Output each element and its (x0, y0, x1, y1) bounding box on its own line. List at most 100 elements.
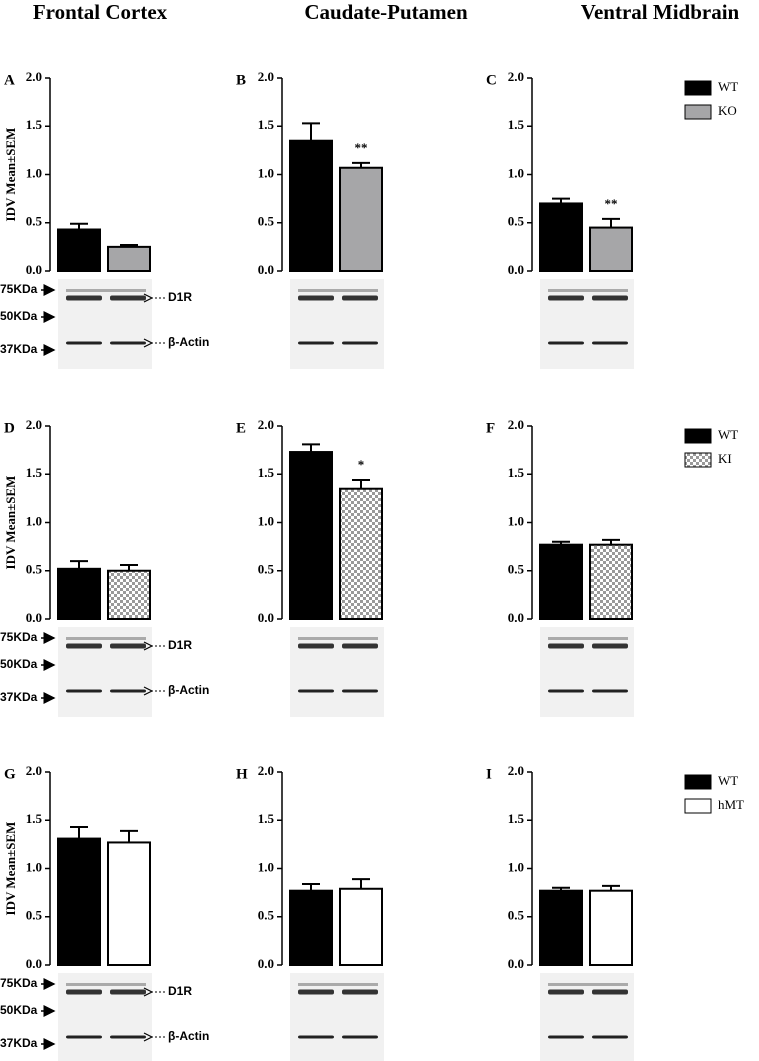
blot-band (298, 643, 334, 649)
blot-band (66, 983, 146, 986)
band-label: β-Actin (168, 335, 209, 349)
blot-marker: 75KDa (0, 282, 38, 296)
legend-swatch (684, 104, 712, 120)
y-tick-label: 0.5 (508, 908, 525, 923)
band-label: β-Actin (168, 1029, 209, 1043)
blot-marker: 75KDa (0, 976, 38, 990)
blot-band (110, 989, 146, 995)
significance: * (358, 457, 365, 472)
y-tick-label: 0.0 (508, 262, 524, 277)
blot-band (66, 1035, 102, 1039)
y-tick-label: 0.0 (26, 262, 42, 277)
blot-band (298, 341, 334, 345)
y-tick-label: 1.5 (258, 465, 275, 480)
bar (339, 166, 383, 272)
y-tick-label: 0.5 (26, 214, 43, 229)
blot-marker: 37KDa (0, 1036, 38, 1050)
y-tick-label: 0.5 (26, 562, 43, 577)
legend-swatch (684, 80, 712, 96)
blot-marker: 50KDa (0, 1003, 38, 1017)
bar (539, 889, 583, 967)
bar (539, 543, 583, 621)
blot-image (540, 279, 634, 369)
band-label: D1R (168, 638, 192, 652)
blot-band (110, 341, 146, 345)
blot-band (342, 989, 378, 995)
y-tick-label: 1.0 (258, 513, 274, 528)
blot-band (342, 643, 378, 649)
legend-swatch (684, 774, 712, 790)
y-tick-label: 0.0 (258, 956, 274, 971)
bar (57, 837, 101, 967)
blot-band (592, 989, 628, 995)
blot-image (290, 973, 384, 1061)
y-tick-label: 2.0 (26, 763, 42, 778)
y-tick-label: 2.0 (26, 417, 42, 432)
blot-band (66, 637, 146, 640)
panel-label: A (4, 72, 15, 88)
y-tick-label: 1.5 (508, 117, 525, 132)
bar (289, 451, 333, 620)
y-axis-label: IDV Mean±SEM (3, 476, 18, 570)
blot-band (298, 689, 334, 693)
blot-band (298, 289, 378, 292)
blot-band (548, 341, 584, 345)
y-tick-label: 0.0 (26, 610, 42, 625)
bar (57, 567, 101, 621)
y-axis-label: IDV Mean±SEM (3, 822, 18, 916)
y-tick-label: 1.5 (258, 117, 275, 132)
band-label: β-Actin (168, 683, 209, 697)
panel-label: E (236, 420, 246, 436)
blot-band (548, 289, 628, 292)
blot-band (66, 289, 146, 292)
y-tick-label: 0.5 (258, 908, 275, 923)
legend-label: hMT (718, 797, 744, 812)
column-title: Frontal Cortex (33, 0, 168, 24)
y-tick-label: 0.5 (508, 562, 525, 577)
y-tick-label: 1.0 (26, 513, 42, 528)
legend-swatch (684, 798, 712, 814)
blot-band (592, 341, 628, 345)
blot-band (66, 989, 102, 995)
bar (107, 245, 151, 272)
blot-image (290, 627, 384, 717)
blot-marker: 37KDa (0, 690, 38, 704)
column-title: Ventral Midbrain (581, 0, 740, 24)
blot-band (548, 637, 628, 640)
blot-band (548, 689, 584, 693)
panel-label: H (236, 766, 248, 782)
y-tick-label: 0.5 (26, 908, 43, 923)
blot-band (548, 989, 584, 995)
blot-band (592, 689, 628, 693)
y-tick-label: 1.5 (26, 811, 43, 826)
y-tick-label: 1.0 (258, 165, 274, 180)
y-tick-label: 1.0 (258, 859, 274, 874)
blot-band (110, 295, 146, 301)
y-tick-label: 1.5 (508, 811, 525, 826)
blot-band (548, 643, 584, 649)
y-tick-label: 2.0 (508, 763, 524, 778)
y-tick-label: 1.0 (26, 165, 42, 180)
panel-label: D (4, 420, 15, 436)
panel-label: F (486, 420, 495, 436)
band-label: D1R (168, 290, 192, 304)
bar (589, 226, 633, 272)
y-tick-label: 0.0 (258, 610, 274, 625)
bar (289, 139, 333, 272)
bar (589, 543, 633, 621)
blot-marker: 50KDa (0, 309, 38, 323)
blot-band (548, 295, 584, 301)
bar (107, 569, 151, 620)
blot-band (66, 643, 102, 649)
panel-label: I (486, 766, 492, 782)
legend-label: KI (718, 451, 732, 466)
blot-band (298, 989, 334, 995)
blot-band (298, 1035, 334, 1039)
y-tick-label: 1.0 (26, 859, 42, 874)
y-tick-label: 1.5 (258, 811, 275, 826)
y-tick-label: 0.0 (508, 610, 524, 625)
legend-label: WT (718, 79, 738, 94)
bar (57, 228, 101, 273)
